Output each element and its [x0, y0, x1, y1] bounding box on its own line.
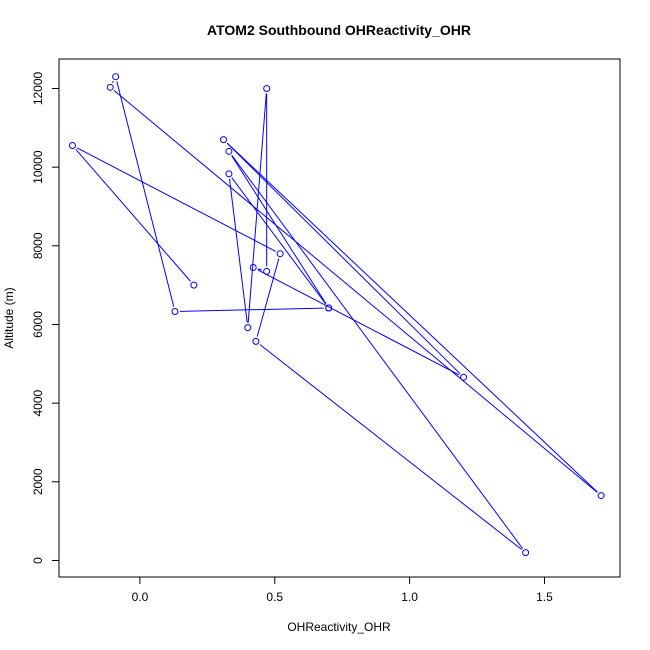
x-axis-label: OHReactivity_OHR — [287, 620, 391, 634]
series-line-segment — [113, 90, 598, 493]
x-tick-label: 0.0 — [132, 590, 149, 604]
data-point — [276, 250, 284, 258]
y-tick-label: 4000 — [31, 389, 45, 416]
data-point — [68, 142, 76, 150]
series-line-segment — [257, 268, 263, 271]
x-tick-label: 1.0 — [401, 590, 418, 604]
data-point — [220, 136, 228, 144]
series-line-segment — [231, 155, 327, 305]
series-line-segment — [231, 177, 327, 305]
data-point — [244, 324, 252, 332]
plot-area — [68, 73, 605, 557]
y-tick-label: 2000 — [31, 468, 45, 495]
data-point — [190, 281, 198, 289]
x-tick-label: 1.5 — [536, 590, 553, 604]
series-line-segment — [247, 93, 267, 323]
data-point — [325, 304, 333, 312]
data-point — [112, 73, 120, 81]
series-line-segment — [75, 148, 191, 282]
series-line-segment — [231, 155, 524, 549]
series-line-segment — [76, 147, 276, 252]
data-point — [171, 308, 179, 316]
y-tick-label: 8000 — [31, 232, 45, 259]
y-tick-label: 0 — [31, 557, 45, 564]
y-tick-label: 10000 — [31, 150, 45, 184]
data-point — [225, 170, 233, 178]
y-tick-label: 12000 — [31, 71, 45, 105]
series-line-segment — [256, 258, 280, 337]
data-point — [597, 492, 605, 500]
data-point — [522, 549, 530, 557]
series-line-segment — [226, 142, 598, 493]
data-point — [106, 83, 114, 91]
y-axis-label: Altitude (m) — [2, 287, 16, 348]
series-line-segment — [116, 81, 175, 307]
data-point — [263, 84, 271, 92]
data-point — [252, 337, 260, 345]
series-line-segment — [112, 80, 114, 84]
data-point — [263, 267, 271, 275]
plot-frame — [58, 58, 621, 578]
chart-title: ATOM2 Southbound OHReactivity_OHR — [207, 22, 471, 38]
series-line-segment — [257, 269, 460, 376]
series-line-segment — [229, 178, 248, 323]
data-point — [460, 373, 468, 381]
series-line-segment — [179, 307, 324, 312]
y-tick-label: 6000 — [31, 311, 45, 338]
data-point — [249, 263, 257, 271]
x-tick-label: 0.5 — [266, 590, 283, 604]
series-line-segment — [226, 142, 461, 375]
data-point — [225, 147, 233, 155]
series-line-segment — [259, 344, 522, 550]
